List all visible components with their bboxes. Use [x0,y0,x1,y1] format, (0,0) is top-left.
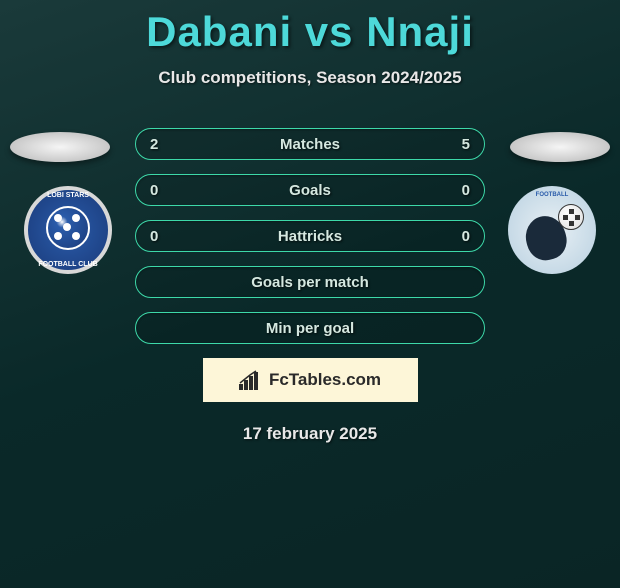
stat-left-value: 0 [150,182,158,199]
stat-left-value: 0 [150,228,158,245]
brand-attribution[interactable]: FcTables.com [203,358,418,402]
brand-label: FcTables.com [269,370,381,390]
stat-row-hattricks: 0 Hattricks 0 [135,220,485,252]
comparison-content: LOBI STARS FOOTBALL CLUB FOOTBALL 2 Matc… [0,128,620,444]
stat-right-value: 0 [462,228,470,245]
stat-left-value: 2 [150,136,158,153]
stat-row-goals: 0 Goals 0 [135,174,485,206]
club-badge-right-text: FOOTBALL [508,192,596,198]
football-icon [558,204,584,230]
club-badge-left-bottom-text: FOOTBALL CLUB [28,261,108,268]
stat-label: Goals per match [251,274,369,291]
stat-row-goals-per-match: Goals per match [135,266,485,298]
bar-chart-icon [239,370,263,390]
comparison-title: Dabani vs Nnaji [0,8,620,56]
football-icon [46,206,90,250]
comparison-subtitle: Club competitions, Season 2024/2025 [0,68,620,88]
club-badge-left: LOBI STARS FOOTBALL CLUB [24,186,112,274]
stat-label: Matches [280,136,340,153]
club-badge-left-top-text: LOBI STARS [28,192,108,199]
stat-row-min-per-goal: Min per goal [135,312,485,344]
player-silhouette-right [510,132,610,162]
stats-container: 2 Matches 5 0 Goals 0 0 Hattricks 0 Goal… [135,128,485,344]
stat-row-matches: 2 Matches 5 [135,128,485,160]
stat-right-value: 0 [462,182,470,199]
stat-label: Min per goal [266,320,354,337]
stat-label: Hattricks [278,228,342,245]
player-silhouette-left [10,132,110,162]
club-badge-right: FOOTBALL [508,186,596,274]
stat-label: Goals [289,182,331,199]
stat-right-value: 5 [462,136,470,153]
comparison-date: 17 february 2025 [0,424,620,444]
